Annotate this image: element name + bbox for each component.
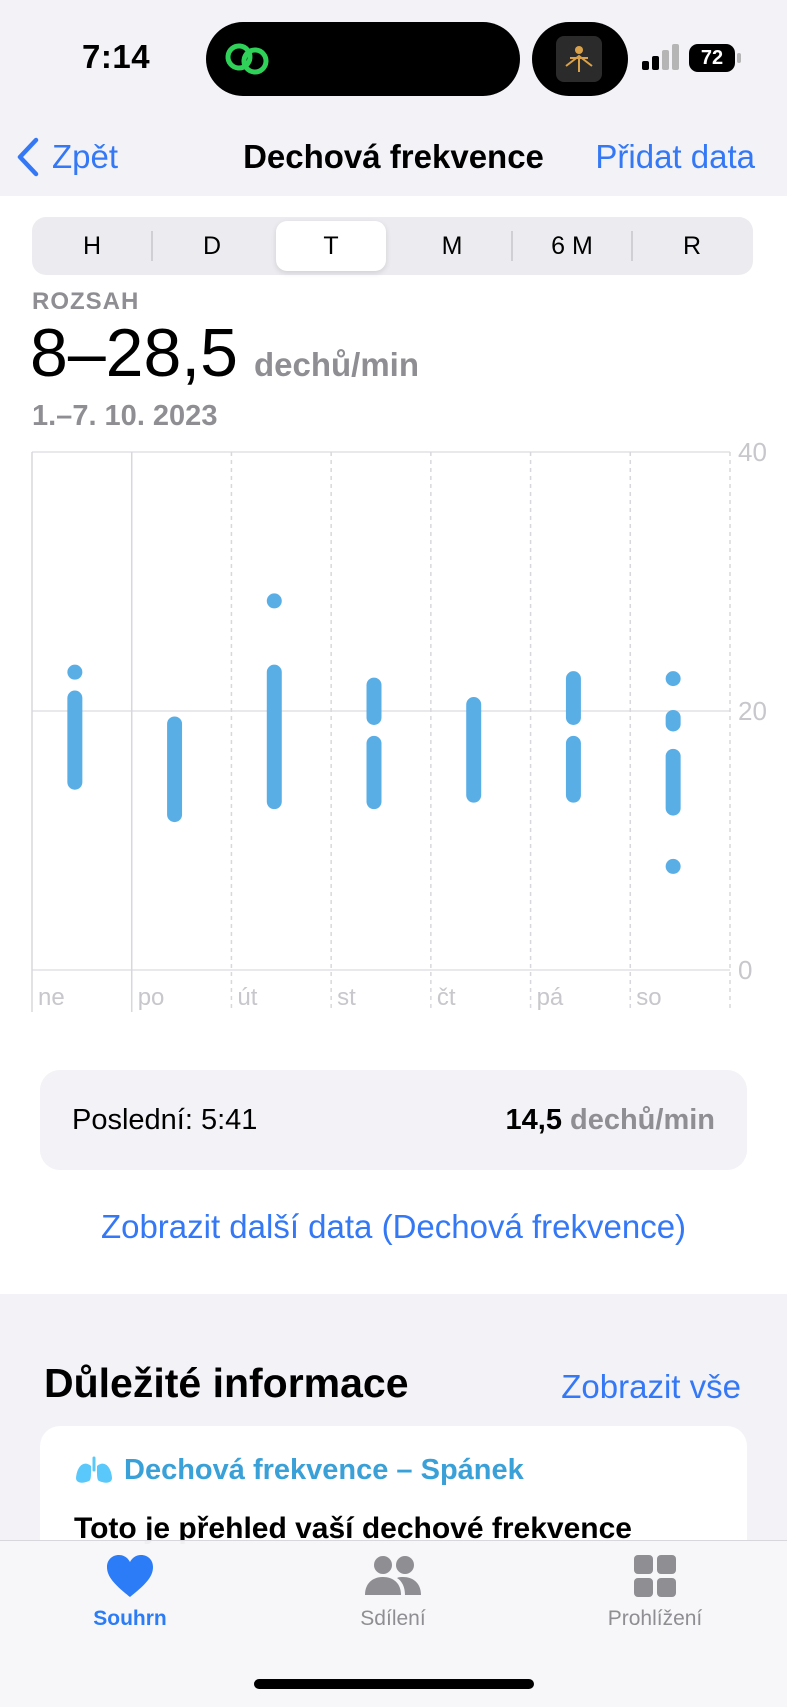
segment-divider bbox=[151, 231, 153, 261]
x-tick-label: so bbox=[636, 984, 661, 1011]
now-playing-island[interactable] bbox=[532, 22, 628, 96]
back-label: Zpět bbox=[52, 138, 119, 175]
range-bar bbox=[67, 690, 83, 790]
x-tick-label: po bbox=[138, 984, 165, 1011]
segment-divider bbox=[511, 231, 513, 261]
last-reading-row[interactable]: Poslední: 5:41 14,5 dechů/min bbox=[40, 1070, 747, 1170]
range-bar bbox=[665, 748, 681, 816]
lungs-icon bbox=[76, 1456, 112, 1483]
y-tick-label: 20 bbox=[738, 696, 767, 726]
linked-rings-icon bbox=[225, 43, 269, 75]
range-bar bbox=[466, 697, 482, 803]
x-tick-label: pá bbox=[537, 984, 564, 1011]
range-bar bbox=[665, 709, 681, 732]
tab-browse[interactable]: Prohlížení bbox=[555, 1553, 755, 1631]
last-reading-number: 14,5 bbox=[505, 1103, 562, 1136]
back-button[interactable]: Zpět bbox=[16, 132, 118, 182]
status-bar: 7:14 72 bbox=[0, 0, 787, 118]
highlight-header: Dechová frekvence – Spánek bbox=[74, 1454, 524, 1487]
range-unit: dechů/min bbox=[253, 346, 420, 383]
cellular-signal-icon bbox=[642, 44, 679, 70]
range-bar bbox=[366, 735, 382, 810]
tab-summary-label: Souhrn bbox=[93, 1607, 167, 1630]
range-bar bbox=[565, 671, 581, 725]
y-tick-label: 40 bbox=[738, 437, 767, 467]
y-tick-label: 0 bbox=[738, 955, 752, 985]
time-range-segmented-control: H D T M 6 M R bbox=[32, 217, 753, 275]
show-more-data-link[interactable]: Zobrazit další data (Dechová frekvence) bbox=[100, 1208, 687, 1245]
range-value: 8–28,5 bbox=[30, 315, 238, 391]
page-title: Dechová frekvence bbox=[243, 138, 544, 175]
range-summary: 8–28,5 dechů/min bbox=[30, 314, 419, 392]
x-tick-label: út bbox=[237, 984, 257, 1011]
data-point bbox=[266, 593, 282, 609]
segment-divider bbox=[631, 231, 633, 261]
range-bar bbox=[366, 677, 382, 725]
battery-indicator: 72 bbox=[689, 44, 741, 72]
range-label: ROZSAH bbox=[32, 288, 140, 315]
tab-sharing[interactable]: Sdílení bbox=[293, 1553, 493, 1631]
highlight-card-text: Toto je přehled vaší dechové frekvence bbox=[74, 1512, 632, 1545]
last-reading-value: 14,5 dechů/min bbox=[506, 1070, 715, 1170]
chevron-left-icon bbox=[17, 137, 39, 177]
date-range: 1.–7. 10. 2023 bbox=[32, 400, 218, 432]
grid-icon bbox=[634, 1555, 676, 1597]
range-bar bbox=[565, 735, 581, 803]
segment-year[interactable]: R bbox=[682, 231, 702, 260]
status-time: 7:14 bbox=[82, 38, 151, 75]
highlight-card-title: Dechová frekvence – Spánek bbox=[124, 1454, 524, 1486]
segment-week[interactable]: T bbox=[276, 221, 386, 271]
data-point bbox=[665, 671, 681, 687]
tab-sharing-label: Sdílení bbox=[360, 1607, 426, 1630]
data-point bbox=[67, 664, 83, 680]
x-tick-label: st bbox=[337, 984, 356, 1011]
x-tick-label: ne bbox=[38, 984, 65, 1011]
range-bar bbox=[167, 716, 183, 823]
navigation-bar: Zpět Dechová frekvence Přidat data bbox=[0, 118, 787, 196]
tab-bar: Souhrn Sdílení Prohlížení bbox=[0, 1540, 787, 1707]
segment-hour[interactable]: H bbox=[82, 231, 102, 260]
segment-day[interactable]: D bbox=[202, 231, 222, 260]
last-reading-label: Poslední: 5:41 bbox=[72, 1103, 258, 1136]
home-indicator[interactable] bbox=[254, 1679, 534, 1689]
chart-card: H D T M 6 M R ROZSAH 8–28,5 dechů/min 1.… bbox=[0, 196, 787, 1294]
segment-month[interactable]: M bbox=[441, 231, 463, 260]
people-icon bbox=[365, 1556, 421, 1595]
tab-summary[interactable]: Souhrn bbox=[30, 1553, 230, 1631]
show-all-link[interactable]: Zobrazit vše bbox=[561, 1368, 741, 1405]
segment-6-months[interactable]: 6 M bbox=[551, 231, 593, 260]
battery-cap bbox=[737, 53, 741, 63]
last-reading-unit: dechů/min bbox=[569, 1103, 715, 1136]
highlights-title: Důležité informace bbox=[44, 1360, 409, 1406]
tab-browse-label: Prohlížení bbox=[607, 1607, 703, 1630]
album-art-icon bbox=[556, 36, 602, 82]
battery-level: 72 bbox=[689, 44, 735, 72]
respiratory-rate-chart[interactable]: 0 20 40 ne po út st čt pá so bbox=[0, 432, 787, 1032]
heart-icon bbox=[107, 1555, 153, 1597]
range-bar bbox=[266, 664, 282, 810]
add-data-button[interactable]: Přidat data bbox=[595, 138, 755, 175]
data-point bbox=[665, 858, 681, 874]
x-tick-label: čt bbox=[437, 984, 456, 1011]
dynamic-island[interactable] bbox=[206, 22, 520, 96]
